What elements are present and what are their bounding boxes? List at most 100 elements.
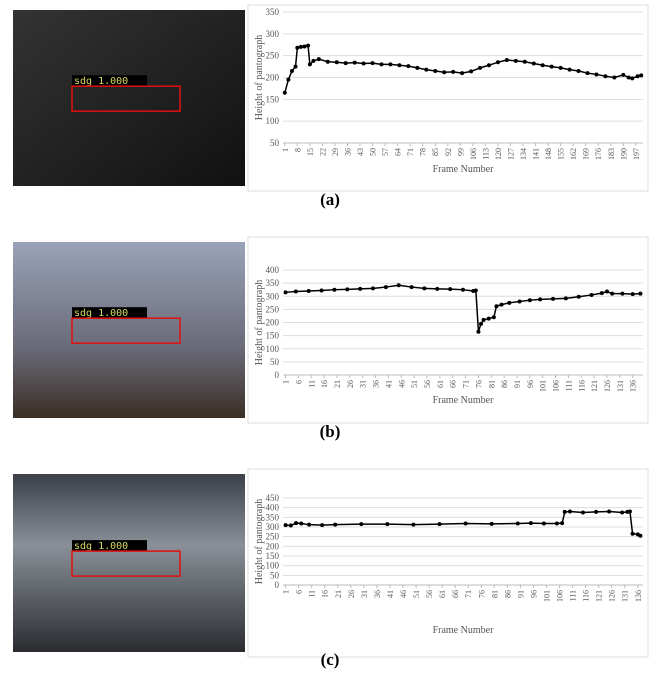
x-tick-label: 1: [281, 148, 290, 152]
x-tick-label: 101: [542, 590, 551, 602]
x-tick-label: 61: [436, 380, 445, 388]
x-tick-label: 101: [539, 380, 548, 392]
data-point: [332, 288, 336, 292]
data-point: [620, 511, 624, 515]
x-tick-label: 50: [369, 148, 378, 156]
x-tick-label: 121: [595, 590, 604, 602]
data-point: [479, 322, 483, 326]
x-tick-label: 15: [306, 148, 315, 156]
data-point: [411, 523, 415, 527]
data-point: [358, 287, 362, 291]
y-tick-label: 400: [266, 265, 280, 275]
x-tick-label: 136: [629, 380, 638, 392]
x-tick-label: 66: [451, 590, 460, 598]
x-tick-label: 56: [425, 590, 434, 598]
data-point: [302, 44, 306, 48]
x-tick-label: 43: [356, 148, 365, 156]
data-point: [371, 61, 375, 65]
data-line: [285, 46, 641, 93]
x-tick-label: 56: [423, 380, 432, 388]
x-axis-title: Frame Number: [433, 164, 494, 175]
x-tick-label: 99: [456, 148, 465, 156]
x-tick-label: 81: [490, 590, 499, 598]
data-point: [359, 522, 363, 526]
y-tick-label: 250: [266, 51, 280, 61]
x-axis-title: Frame Number: [433, 625, 494, 636]
data-point: [461, 288, 465, 292]
x-tick-label: 111: [569, 590, 578, 601]
data-point: [585, 71, 589, 75]
x-tick-label: 92: [444, 148, 453, 156]
y-tick-label: 50: [270, 138, 280, 148]
photo: [13, 10, 245, 186]
data-point: [433, 69, 437, 73]
x-tick-label: 57: [381, 148, 390, 156]
x-tick-label: 136: [634, 590, 643, 602]
x-tick-label: 155: [557, 148, 566, 160]
x-tick-label: 41: [386, 590, 395, 598]
data-point: [610, 292, 614, 296]
data-point: [460, 71, 464, 75]
data-point: [605, 290, 609, 294]
data-point: [487, 63, 491, 67]
y-tick-label: 350: [266, 7, 280, 17]
data-point: [333, 523, 337, 527]
x-tick-label: 6: [294, 380, 303, 384]
data-point: [577, 69, 581, 73]
data-point: [550, 65, 554, 69]
data-point: [422, 286, 426, 290]
data-point: [397, 63, 401, 67]
x-tick-label: 71: [464, 590, 473, 598]
data-point: [320, 523, 324, 527]
x-tick-label: 29: [331, 148, 340, 156]
data-point: [577, 295, 581, 299]
x-tick-label: 120: [494, 148, 503, 160]
x-tick-label: 16: [321, 590, 330, 598]
photo: [13, 474, 245, 652]
y-tick-label: 300: [266, 291, 280, 301]
data-point: [516, 522, 520, 526]
data-point: [505, 58, 509, 62]
data-point: [594, 510, 598, 514]
x-tick-label: 96: [526, 380, 535, 388]
x-tick-label: 21: [333, 380, 342, 388]
data-point: [631, 532, 635, 536]
panel-caption: (b): [320, 422, 341, 441]
data-point: [492, 315, 496, 319]
data-point: [371, 286, 375, 290]
data-point: [631, 292, 635, 296]
data-point: [406, 64, 410, 68]
data-point: [628, 510, 632, 514]
x-tick-label: 22: [318, 148, 327, 156]
data-point: [568, 510, 572, 514]
y-tick-label: 0: [275, 370, 280, 380]
y-tick-label: 150: [266, 331, 280, 341]
data-point: [320, 288, 324, 292]
x-tick-label: 71: [406, 148, 415, 156]
x-tick-label: 106: [469, 148, 478, 160]
y-tick-label: 100: [266, 344, 280, 354]
data-point: [311, 59, 315, 63]
data-point: [299, 45, 303, 49]
x-tick-label: 111: [564, 380, 573, 391]
data-point: [478, 66, 482, 70]
data-point: [603, 74, 607, 78]
x-tick-label: 106: [552, 380, 561, 392]
data-point: [424, 68, 428, 72]
y-tick-label: 0: [275, 580, 280, 590]
y-tick-label: 250: [266, 304, 280, 314]
x-tick-label: 31: [359, 380, 368, 388]
data-point: [307, 523, 311, 527]
x-tick-label: 36: [372, 380, 381, 388]
data-point: [590, 293, 594, 297]
y-axis-title: Height of pantograph: [254, 499, 265, 585]
y-tick-label: 50: [270, 570, 280, 580]
data-point: [514, 59, 518, 63]
y-tick-label: 350: [266, 278, 280, 288]
y-tick-label: 50: [270, 357, 280, 367]
x-tick-label: 126: [608, 590, 617, 602]
data-point: [308, 62, 312, 66]
data-point: [345, 287, 349, 291]
data-point: [284, 523, 288, 527]
x-tick-label: 36: [343, 148, 352, 156]
